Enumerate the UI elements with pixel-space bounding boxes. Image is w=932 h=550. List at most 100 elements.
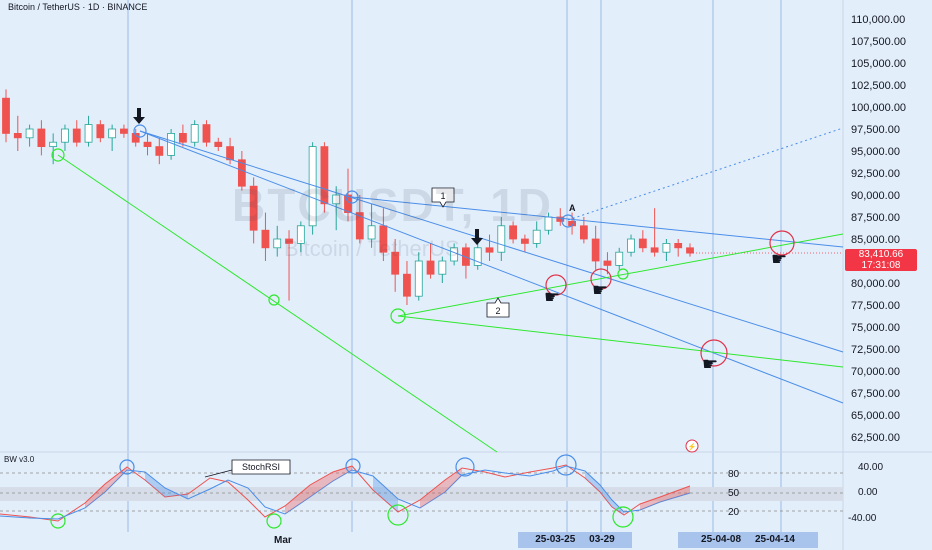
candle [355,212,364,240]
candle [367,225,376,240]
price-axis-label: 90,000.00 [851,190,900,202]
arrow-down-icon [471,229,483,245]
price-axis-label: 95,000.00 [851,146,900,158]
ind-axis-neg40: -40.00 [848,513,877,524]
candle [178,132,187,143]
pointing-hand-icon: ☛ [771,249,787,269]
candle [96,124,105,139]
pointing-hand-icon: ☛ [592,280,608,300]
touch-markers [51,124,795,367]
candle [237,159,246,187]
candle [532,229,541,244]
candle [296,225,305,244]
current-price-tag: 83,410.66 17:31:08 [845,249,917,271]
price-axis[interactable]: 110,000.00 107,500.00 105,000.00 102,500.00… [851,14,906,444]
candle [131,132,140,143]
candle [638,238,647,249]
price-axis-label: 107,500.00 [851,36,906,48]
candle [674,242,683,249]
price-axis-label: 110,000.00 [851,14,905,26]
candle [438,260,447,275]
price-axis-label: 92,500.00 [851,168,900,180]
symbol-watermark: BTCUSDT, 1D [232,179,554,231]
candle [650,247,659,253]
stochrsi-label: StochRSI [242,462,280,472]
candle [485,247,494,253]
candle [49,141,58,147]
candle [391,251,400,275]
candle [202,124,211,143]
date-pill-start: 25-03-25 [535,534,576,545]
candle [497,225,506,253]
candle [591,238,600,262]
price-axis-label: 100,000.00 [851,102,906,114]
candle [84,124,93,143]
price-axis-label: 102,500.00 [851,80,906,92]
candle [556,216,565,222]
date-range-pill-2: 25-04-08 25-04-14 [678,532,818,548]
callout-2: 2 [486,297,510,318]
svg-text:⚡: ⚡ [688,442,697,451]
ind-axis-40: 40.00 [858,462,883,473]
level-20: 20 [728,507,740,518]
candle [2,97,10,134]
level-80: 80 [728,469,740,480]
price-axis-label: 87,500.00 [851,212,900,224]
candle [627,238,635,253]
candle [686,247,694,254]
price-axis-label: 105,000.00 [851,58,906,70]
candle [379,225,388,253]
callout-1-label: 1 [440,191,445,201]
candle [261,229,270,249]
candle [509,225,518,240]
candle [61,128,69,143]
candle [615,251,624,266]
candle [579,225,588,240]
current-price: 83,410.66 [858,249,904,260]
candle [403,273,411,297]
candle [25,128,34,139]
indicator-name[interactable]: BW v3.0 [4,455,35,464]
price-axis-label: 62,500.00 [851,432,900,444]
bar-countdown: 17:31:08 [861,260,901,271]
date-pill-start: 25-04-08 [701,534,742,545]
candle [426,260,435,275]
symbol-title[interactable]: Bitcoin / TetherUS · 1D · BINANCE [8,2,148,12]
candle [143,141,152,147]
pointing-hand-icon: ☛ [544,287,560,307]
date-range-pill-1: 25-03-25 03-29 [518,532,632,548]
time-axis-month: Mar [274,535,292,546]
candle [108,128,117,139]
date-pill-end: 25-04-14 [754,534,795,545]
alert-icon[interactable] [685,439,699,453]
indicator-pane: StochRSI 80 50 20 40.00 0.00 -40.00 [0,454,883,529]
candle [190,124,199,143]
candle [155,146,164,156]
pointing-hand-icon: ☛ [702,354,718,374]
price-axis-label: 77,500.00 [851,300,900,312]
callout-2-label: 2 [495,306,500,316]
date-pill-end: 03-29 [589,534,615,545]
level-50: 50 [728,488,740,499]
name-watermark: Bitcoin / TetherUS [284,236,460,261]
price-axis-label: 97,500.00 [851,124,900,136]
price-axis-label: 80,000.00 [851,278,900,290]
candle [603,260,612,266]
candle [662,242,671,253]
candle [285,238,293,244]
candle [226,146,234,161]
arrow-down-icon [133,108,145,124]
candlestick-series [2,89,843,305]
price-axis-label: 70,000.00 [851,366,900,378]
candle [344,194,352,214]
price-axis-label: 85,000.00 [851,234,900,246]
candle [120,128,128,134]
time-grid [127,0,782,532]
price-axis-label: 72,500.00 [851,344,900,356]
candle [72,128,81,143]
candle [37,128,46,148]
candle [414,260,423,297]
candle [249,185,258,231]
